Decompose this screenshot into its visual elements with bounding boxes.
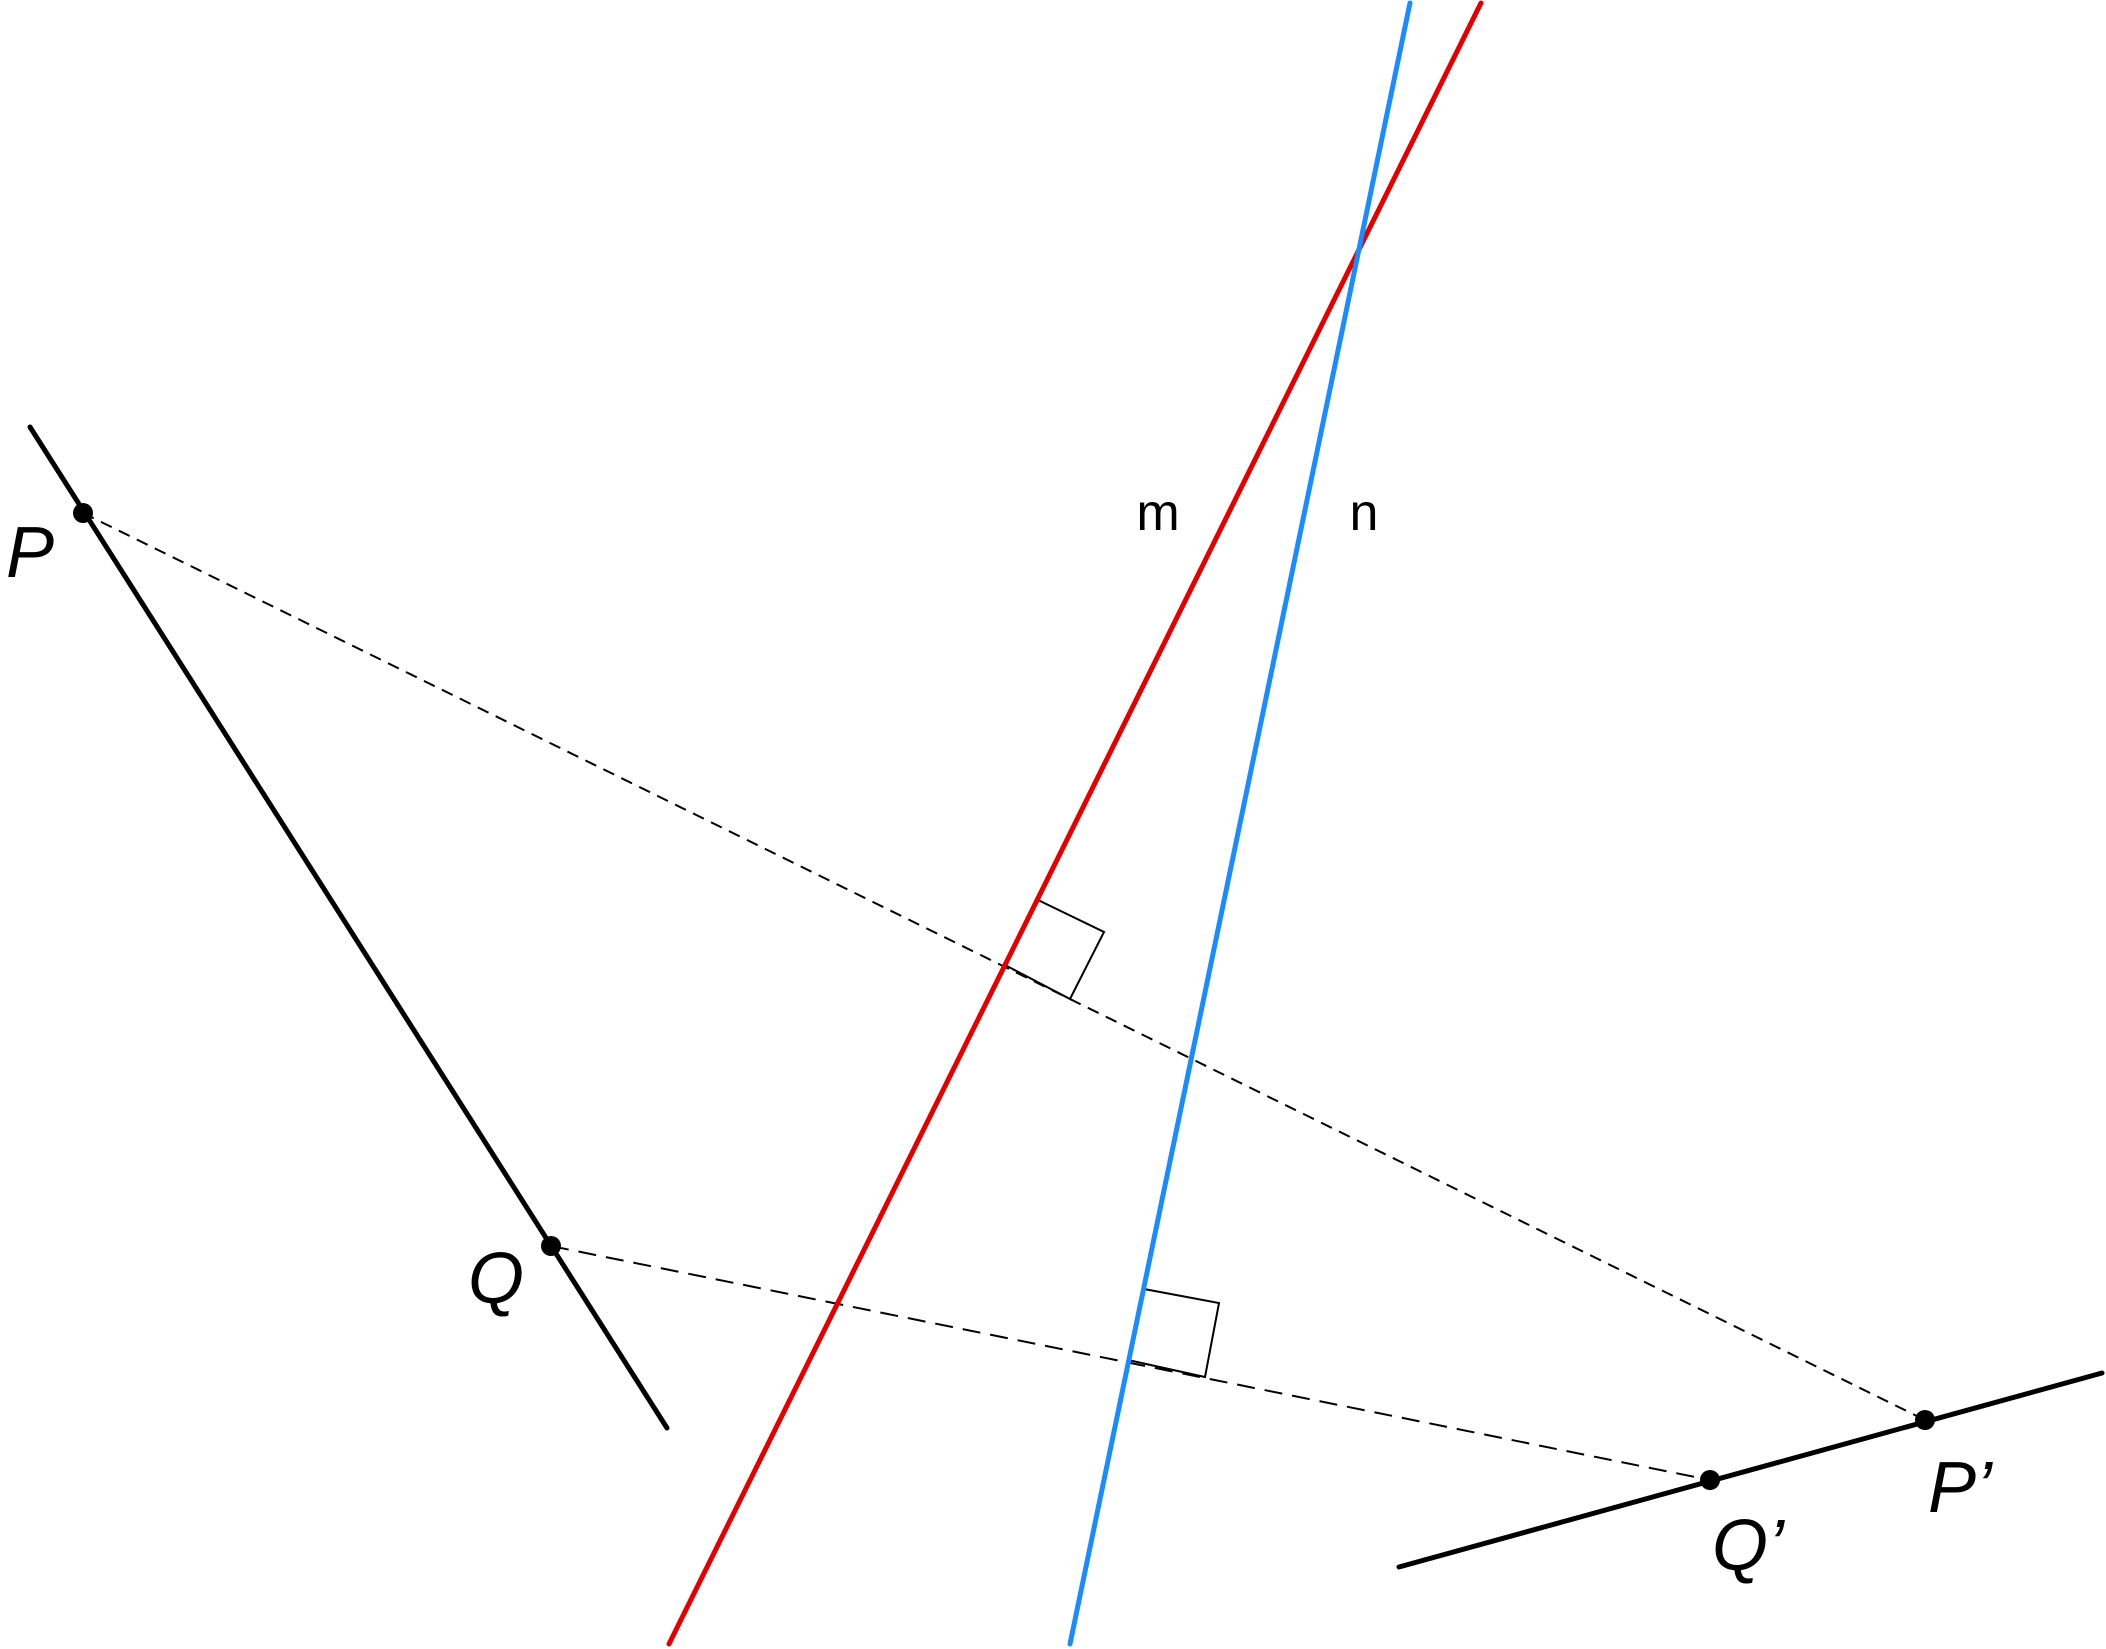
point	[541, 1236, 561, 1256]
right-angle-mark	[1002, 899, 1106, 1001]
point	[1915, 1410, 1935, 1430]
line-label: m	[1136, 484, 1179, 542]
line-label: n	[1350, 484, 1379, 542]
segment-pq	[27, 424, 670, 1431]
point-label: Q’	[1712, 1506, 1785, 1586]
right-angle-mark	[1127, 1288, 1221, 1379]
point	[73, 503, 93, 523]
segment-p-prime-q-prime	[1396, 1370, 2105, 1570]
point	[1700, 1470, 1720, 1490]
point-label: Q	[468, 1239, 524, 1319]
point-label: P’	[1928, 1448, 1993, 1528]
line-n	[1067, 0, 1413, 1647]
point-label: P	[6, 513, 54, 593]
line-m	[666, 0, 1484, 1647]
